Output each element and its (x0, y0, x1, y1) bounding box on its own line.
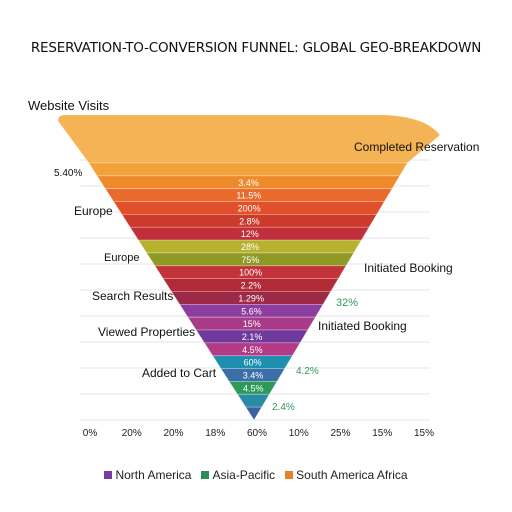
annotation-label: Initiated Booking (318, 319, 407, 333)
funnel-stage (178, 303, 324, 318)
stage-value-label: 28% (241, 242, 259, 252)
stage-value-label: 2.8% (239, 216, 260, 226)
annotation-label: Europe (74, 204, 113, 218)
funnel-stage (162, 278, 340, 292)
funnel-stage (88, 162, 409, 177)
stage-value-label: 4.5% (243, 383, 264, 393)
stage-value-label: 75% (241, 255, 259, 265)
funnel-stage (236, 393, 271, 408)
annotation-label: Initiated Booking (364, 261, 453, 275)
annotation-label: Europe (104, 252, 139, 264)
annotation-label: Added to Cart (142, 366, 217, 380)
stage-value-label: 4.5% (242, 345, 263, 355)
legend-swatch (285, 471, 294, 479)
x-tick-label: 10% (289, 428, 309, 439)
stage-value-label: 11.5% (236, 191, 261, 201)
funnel-stage (96, 175, 401, 190)
legend-item: North America (104, 468, 191, 482)
x-tick-label: 25% (330, 428, 350, 439)
x-tick-label: 0% (83, 428, 98, 439)
stage-value-label: 2.2% (241, 281, 262, 291)
legend-item: Asia-Pacific (201, 468, 275, 482)
x-tick-label: 18% (205, 428, 225, 439)
x-tick-label: 20% (163, 428, 183, 439)
stage-value-label: 15% (243, 319, 261, 329)
legend-label: North America (115, 468, 192, 482)
funnel-stage (170, 291, 332, 305)
funnel-stage (245, 406, 263, 421)
annotation-label: 5.40% (54, 168, 82, 179)
stage-value-label: 5.6% (241, 306, 262, 316)
annotation-label: 32% (336, 297, 358, 309)
stage-value-label: 1.29% (238, 293, 264, 303)
stage-value-label: 200% (238, 203, 261, 213)
x-tick-label: 20% (122, 428, 142, 439)
funnel-stage (112, 201, 386, 215)
legend-label: South America Africa (296, 468, 408, 482)
x-tick-label: 15% (414, 428, 434, 439)
annotation-label: Viewed Properties (98, 325, 195, 339)
chart-legend: North America Asia-Pacific South America A… (0, 468, 512, 482)
legend-label: Asia-Pacific (212, 468, 276, 482)
chart-title: RESERVATION-TO-CONVERSION FUNNEL: GLOBAL… (30, 40, 482, 56)
funnel-stage (154, 265, 347, 280)
annotation-label: 2.4% (272, 402, 295, 413)
funnel-stage (220, 368, 286, 382)
funnel-stage (57, 114, 441, 164)
funnel-stage (228, 381, 278, 395)
x-tick-label: 15% (372, 428, 392, 439)
stage-value-label: 3.4% (243, 371, 264, 381)
stage-value-label: 60% (244, 358, 262, 368)
legend-swatch (201, 471, 210, 479)
annotation-label: 4.2% (296, 366, 319, 377)
annotation-label: Website Visits (28, 98, 110, 113)
legend-swatch (104, 471, 113, 479)
annotation-label: Search Results (92, 289, 173, 303)
stage-value-label: 100% (239, 268, 262, 278)
annotation-label: Completed Reservation (354, 140, 479, 154)
stage-value-label: 3.4% (238, 178, 259, 188)
legend-item: South America Africa (285, 468, 408, 482)
stage-value-label: 2.1% (242, 332, 263, 342)
funnel-stage (104, 188, 393, 202)
x-tick-label: 60% (247, 428, 267, 439)
stage-value-label: 12% (241, 229, 259, 239)
